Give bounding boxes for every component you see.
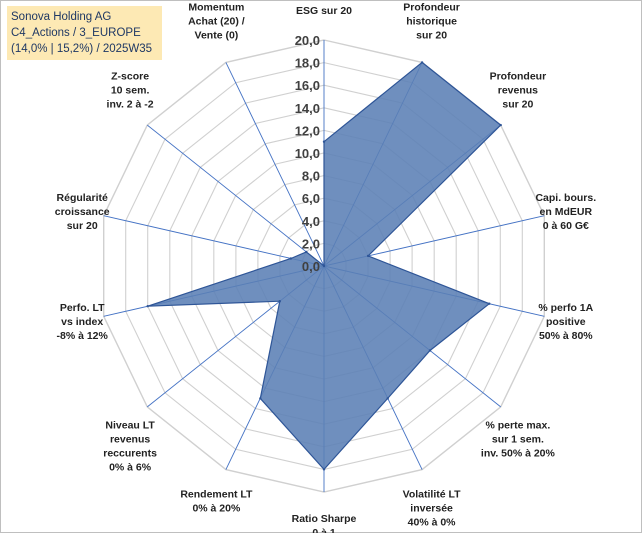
- axis-label-line: -8% à 12%: [57, 330, 109, 342]
- data-point-11: [289, 257, 293, 260]
- axis-label-line: Note: [312, 0, 335, 3]
- tick-label: 12,0: [295, 123, 320, 138]
- axis-spoke: [103, 215, 325, 267]
- tick-label: 0,0: [302, 259, 320, 274]
- tick-label: 2,0: [302, 236, 320, 251]
- axis-label-line: revenus: [110, 434, 150, 446]
- axis-label-line: vs index: [61, 316, 103, 328]
- tick-label: 14,0: [295, 101, 320, 116]
- axis-label-line: 50% à 80%: [539, 330, 593, 342]
- axis-label-line: croissance: [55, 206, 110, 218]
- data-point-6: [386, 397, 389, 400]
- axis-label-line: reccurents: [103, 448, 157, 460]
- tick-label: 8,0: [302, 169, 320, 184]
- tick-label: 20,0: [295, 33, 320, 48]
- axis-label-line: sur 1 sem.: [492, 434, 544, 446]
- axis-label-line: Volatilité LT: [403, 488, 462, 500]
- company-name: Sonova Holding AG: [11, 11, 112, 23]
- tick-label: 16,0: [295, 78, 320, 93]
- chart-title-box: Sonova Holding AG C4_Actions / 3_EUROPE …: [7, 6, 162, 60]
- category-label: C4_Actions / 3_EUROPE: [11, 27, 141, 39]
- axis-label-line: 0% à 20%: [192, 502, 241, 514]
- tick-label: 4,0: [302, 214, 320, 229]
- axis-label-line: en MdEUR: [540, 206, 593, 218]
- data-point-10: [146, 305, 149, 308]
- axis-label-line: positive: [546, 316, 586, 328]
- axis-label-line: inversée: [410, 502, 453, 514]
- data-point-4: [488, 302, 491, 305]
- tick-label: 6,0: [302, 191, 320, 206]
- data-point-12: [305, 250, 308, 254]
- axis-label-line: inv. 2 à -2: [107, 98, 154, 110]
- period-label: (14,0% | 15,2%) / 2025W35: [11, 43, 153, 55]
- axis-label-13: Momentum Achat (20) / Vente (0): [188, 2, 245, 42]
- axis-label-line: 40% à 0%: [408, 516, 457, 528]
- axis-label-12: Z-score 10 sem. inv. 2 à -2: [107, 70, 154, 110]
- axis-label-line: Rendement LT: [180, 488, 253, 500]
- axis-label-7: Ratio Sharpe 0 à 1: [292, 513, 357, 533]
- axis-label-line: % perte max.: [486, 420, 551, 432]
- axis-label-11: Régularité croissance sur 20: [55, 192, 110, 232]
- axis-label-10: Perfo. LT vs index -8% à 12%: [57, 302, 109, 342]
- axis-label-line: Ratio Sharpe: [292, 513, 357, 525]
- axis-label-line: revenus: [498, 84, 538, 96]
- axis-label-6: Volatilité LT inversée 40% à 0%: [403, 488, 462, 528]
- axis-label-line: % perfo 1A: [538, 302, 593, 314]
- axis-label-line: Profondeur: [403, 2, 460, 14]
- axis-label-0: Note ESG sur 20: [296, 0, 352, 17]
- axis-label-line: 10 sem.: [111, 84, 150, 96]
- axis-label-1: Profondeur historique sur 20: [403, 2, 460, 42]
- axis-label-9: Niveau LT revenus reccurents 0% à 6%: [103, 420, 157, 474]
- axis-label-line: historique: [406, 16, 457, 28]
- data-point-0: [322, 140, 326, 143]
- axis-label-line: Régularité: [57, 192, 109, 204]
- data-point-7: [322, 468, 326, 471]
- axis-label-line: Perfo. LT: [60, 302, 105, 314]
- data-point-5: [428, 349, 432, 352]
- axis-label-line: sur 20: [416, 30, 447, 42]
- axis-label-line: Achat (20) /: [188, 16, 245, 28]
- tick-label: 10,0: [295, 146, 320, 161]
- axis-label-line: inv. 50% à 20%: [481, 448, 556, 460]
- axis-label-line: sur 20: [502, 98, 533, 110]
- axis-label-line: Profondeur: [490, 70, 547, 82]
- axis-label-8: Rendement LT 0% à 20%: [180, 488, 253, 514]
- data-point-9: [278, 300, 281, 303]
- axis-label-line: Capi. bours.: [535, 192, 596, 204]
- axis-label-line: Niveau LT: [105, 420, 155, 432]
- axis-label-3: Capi. bours. en MdEUR 0 à 60 G€: [535, 192, 596, 232]
- axis-label-line: 0 à 60 G€: [543, 220, 589, 232]
- axis-label-line: ESG sur 20: [296, 5, 352, 17]
- axis-label-2: Profondeur revenus sur 20: [490, 70, 547, 110]
- axis-label-line: Z-score: [111, 70, 149, 82]
- data-point-2: [499, 123, 502, 127]
- data-point-8: [259, 397, 262, 400]
- axis-spoke: [225, 62, 325, 267]
- data-point-13: [322, 264, 326, 268]
- data-point-3: [366, 254, 370, 258]
- tick-label: 18,0: [295, 56, 320, 71]
- axis-label-4: % perfo 1A positive 50% à 80%: [538, 302, 593, 342]
- axis-label-line: Vente (0): [195, 30, 239, 42]
- axis-label-line: 0% à 6%: [109, 462, 152, 474]
- axis-label-line: Momentum: [188, 2, 244, 14]
- data-point-1: [420, 61, 424, 64]
- axis-label-line: sur 20: [67, 220, 98, 232]
- axis-spoke: [147, 124, 325, 267]
- axis-label-5: % perte max. sur 1 sem. inv. 50% à 20%: [481, 420, 556, 460]
- axis-label-line: 0 à 1: [312, 527, 336, 533]
